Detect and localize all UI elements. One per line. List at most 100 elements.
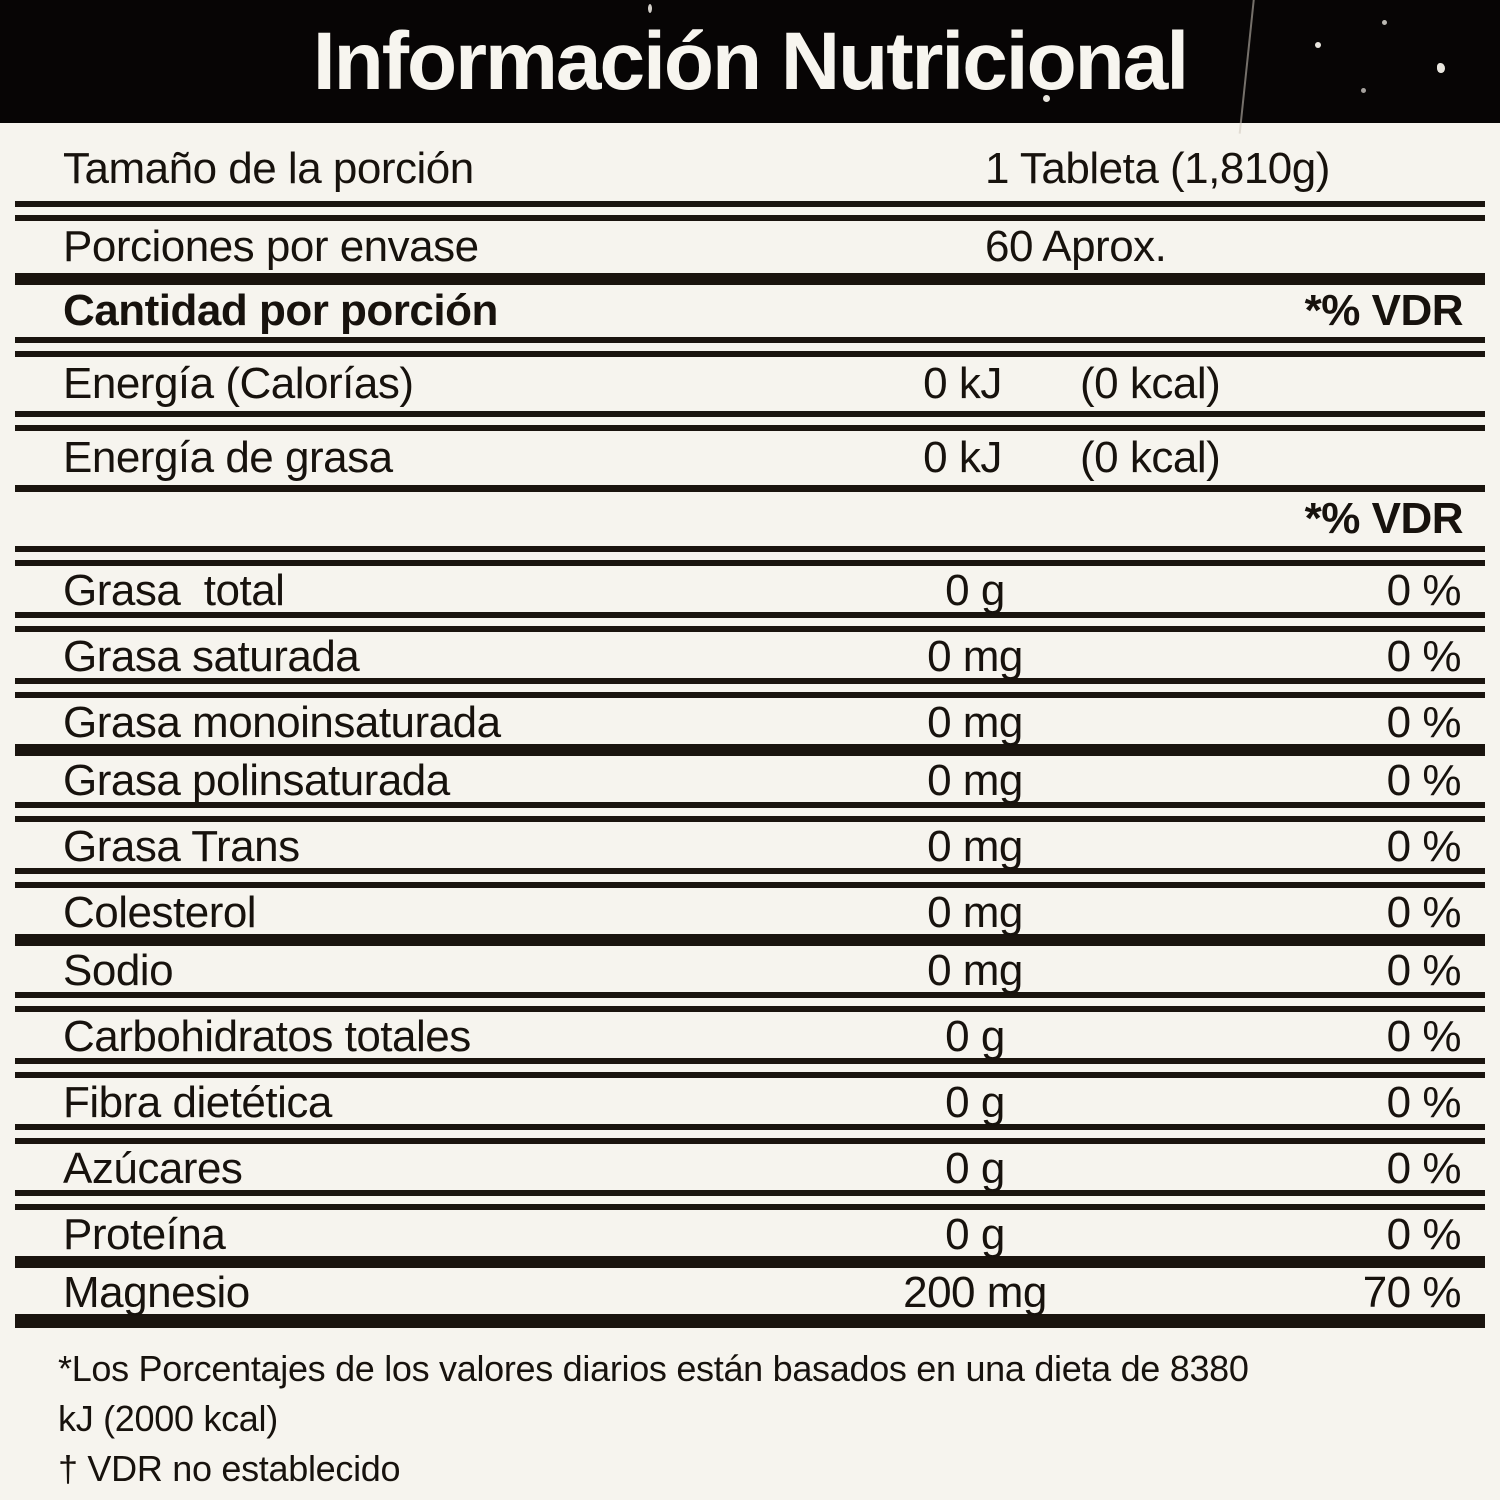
table-row-magnesium: Magnesio 200 mg 70 % <box>15 1268 1485 1317</box>
table-row-protein: Proteína 0 g 0 % <box>15 1210 1485 1259</box>
energy-from-fat-label: Energía de grasa <box>63 433 393 482</box>
nutrient-label: Carbohidratos totales <box>63 1012 471 1061</box>
nutrient-amount: 0 mg <box>927 756 1023 805</box>
table-row-total-carbohydrate: Carbohidratos totales 0 g 0 % <box>15 1012 1485 1061</box>
serving-size-row: Tamaño de la porción 1 Tableta (1,810g) <box>15 137 1485 201</box>
scan-scratch <box>1238 0 1256 134</box>
nutrient-label: Azúcares <box>63 1144 243 1193</box>
nutrient-percent: 0 % <box>1386 822 1462 871</box>
divider <box>15 678 1485 698</box>
divider <box>15 485 1485 492</box>
nutrient-label: Grasa total <box>63 566 285 615</box>
nutrient-label: Grasa Trans <box>63 822 300 871</box>
footnotes: *Los Porcentajes de los valores diarios … <box>58 1344 1440 1494</box>
vdr-column-header: *% VDR <box>1304 286 1464 335</box>
vdr-header-row: *% VDR <box>15 492 1485 546</box>
energy-from-fat-kj-value: 0 kJ <box>923 433 1002 482</box>
table-row-monounsaturated-fat: Grasa monoinsaturada 0 mg 0 % <box>15 698 1485 747</box>
nutrient-label: Fibra dietética <box>63 1078 332 1127</box>
scan-speckle <box>1043 95 1050 102</box>
nutrient-amount: 0 g <box>945 566 1005 615</box>
scan-speckle <box>648 4 652 13</box>
footnote-vdr: † VDR no establecido <box>58 1448 401 1489</box>
nutrient-label: Magnesio <box>63 1268 250 1317</box>
nutrient-label: Sodio <box>63 946 174 995</box>
nutrient-percent: 70 % <box>1362 1268 1462 1317</box>
energy-from-fat-kcal-value: (0 kcal) <box>1080 433 1221 482</box>
nutrient-percent: 0 % <box>1386 632 1462 681</box>
table-row-trans-fat: Grasa Trans 0 mg 0 % <box>15 822 1485 871</box>
table-row-saturated-fat: Grasa saturada 0 mg 0 % <box>15 632 1485 681</box>
table-row-total-fat: Grasa total 0 g 0 % <box>15 566 1485 615</box>
nutrient-percent: 0 % <box>1386 1210 1462 1259</box>
energy-row: Energía (Calorías) 0 kJ (0 kcal) <box>15 357 1485 411</box>
footnote-kj: kJ (2000 kcal) <box>58 1398 278 1439</box>
serving-size-value: 1 Tableta (1,810g) <box>985 144 1330 193</box>
table-row-sugars: Azúcares 0 g 0 % <box>15 1144 1485 1193</box>
nutrient-percent: 0 % <box>1386 1012 1462 1061</box>
divider <box>15 1058 1485 1078</box>
nutrient-amount: 0 g <box>945 1210 1005 1259</box>
divider <box>15 744 1485 756</box>
nutrient-percent: 0 % <box>1386 946 1462 995</box>
nutrient-percent: 0 % <box>1386 756 1462 805</box>
divider <box>15 1314 1485 1328</box>
nutrient-amount: 200 mg <box>903 1268 1047 1317</box>
nutrient-percent: 0 % <box>1386 1078 1462 1127</box>
energy-kj-value: 0 kJ <box>923 359 1002 408</box>
divider <box>15 546 1485 566</box>
amount-per-serving-header: Cantidad por porción *% VDR <box>15 285 1485 337</box>
energy-kcal-value: (0 kcal) <box>1080 359 1221 408</box>
divider <box>15 273 1485 285</box>
divider <box>15 802 1485 822</box>
scan-speckle <box>1437 63 1445 73</box>
divider <box>15 1124 1485 1144</box>
nutrient-amount: 0 mg <box>927 946 1023 995</box>
nutrient-percent: 0 % <box>1386 1144 1462 1193</box>
servings-per-container-value: 60 Aprox. <box>985 222 1167 271</box>
divider <box>15 868 1485 888</box>
nutrient-label: Grasa polinsaturada <box>63 756 450 805</box>
nutrition-table: Tamaño de la porción 1 Tableta (1,810g) … <box>15 123 1485 1328</box>
table-row-polyunsaturated-fat: Grasa polinsaturada 0 mg 0 % <box>15 756 1485 805</box>
nutrient-percent: 0 % <box>1386 566 1462 615</box>
scan-speckle <box>1382 20 1387 25</box>
nutrient-amount: 0 mg <box>927 822 1023 871</box>
divider <box>15 1256 1485 1268</box>
divider <box>15 612 1485 632</box>
divider <box>15 411 1485 431</box>
divider <box>15 1190 1485 1210</box>
divider <box>15 992 1485 1012</box>
nutrient-amount: 0 g <box>945 1144 1005 1193</box>
nutrient-amount: 0 mg <box>927 698 1023 747</box>
table-row-cholesterol: Colesterol 0 mg 0 % <box>15 888 1485 937</box>
energy-from-fat-row: Energía de grasa 0 kJ (0 kcal) <box>15 431 1485 485</box>
serving-size-label: Tamaño de la porción <box>63 144 474 193</box>
page-title: Información Nutricional <box>312 15 1189 107</box>
scan-speckle <box>1315 42 1321 48</box>
nutrient-label: Grasa monoinsaturada <box>63 698 501 747</box>
servings-per-container-row: Porciones por envase 60 Aprox. <box>15 221 1485 273</box>
divider <box>15 934 1485 946</box>
nutrient-amount: 0 mg <box>927 888 1023 937</box>
divider <box>15 337 1485 357</box>
table-row-sodium: Sodio 0 mg 0 % <box>15 946 1485 995</box>
vdr-column-header: *% VDR <box>1304 494 1464 543</box>
servings-per-container-label: Porciones por envase <box>63 222 479 271</box>
energy-label: Energía (Calorías) <box>63 359 414 408</box>
nutrient-label: Colesterol <box>63 888 257 937</box>
amount-per-serving-label: Cantidad por porción <box>63 286 498 335</box>
table-row-dietary-fiber: Fibra dietética 0 g 0 % <box>15 1078 1485 1127</box>
nutrient-percent: 0 % <box>1386 698 1462 747</box>
nutrient-amount: 0 g <box>945 1012 1005 1061</box>
nutrient-label: Grasa saturada <box>63 632 360 681</box>
nutrient-percent: 0 % <box>1386 888 1462 937</box>
nutrient-amount: 0 g <box>945 1078 1005 1127</box>
nutrient-label: Proteína <box>63 1210 226 1259</box>
nutrient-amount: 0 mg <box>927 632 1023 681</box>
footnote-daily-values: *Los Porcentajes de los valores diarios … <box>58 1348 1249 1389</box>
scan-speckle <box>1361 88 1366 93</box>
header-bar: Información Nutricional <box>0 0 1500 134</box>
divider <box>15 201 1485 221</box>
